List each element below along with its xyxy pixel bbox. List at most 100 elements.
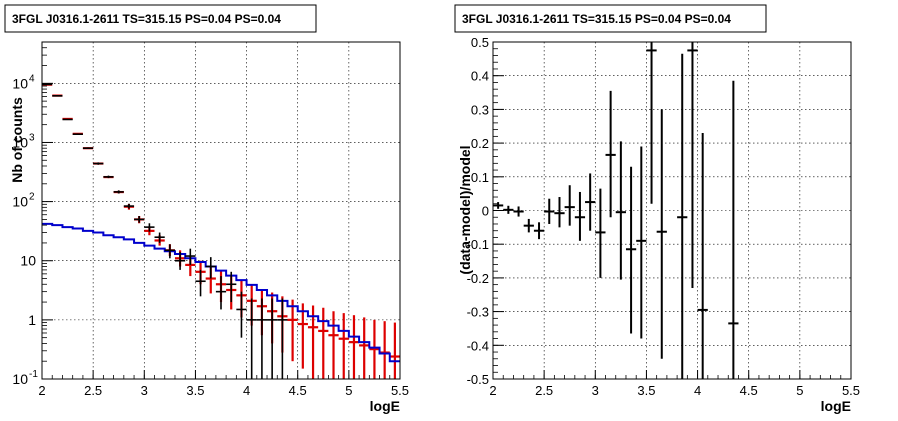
data-point	[52, 95, 63, 97]
residual-point	[533, 222, 545, 240]
data-point	[256, 298, 268, 379]
data-point	[226, 271, 237, 303]
y-tick-label: -0.3	[467, 305, 489, 320]
x-axis-label: logE	[821, 398, 851, 414]
residual-point	[605, 90, 616, 218]
model-point	[297, 303, 308, 369]
y-tick-label: 10	[12, 194, 28, 210]
x-tick-label: 3	[141, 383, 148, 398]
residual-point	[564, 185, 575, 226]
y-tick-exponent: 4	[29, 73, 35, 84]
data-point	[154, 232, 165, 243]
model-point	[318, 307, 329, 379]
data-point	[164, 244, 175, 259]
x-axis-label: logE	[370, 398, 400, 414]
y-tick-label: 0.5	[471, 35, 489, 50]
y-tick-label: 0	[482, 204, 489, 219]
source-model-line	[42, 222, 400, 363]
data-point	[134, 216, 145, 223]
model-point	[359, 317, 370, 379]
model-point	[379, 321, 390, 379]
residual-point	[687, 42, 698, 289]
residual-point	[697, 132, 708, 379]
y-tick-label: 10	[12, 134, 28, 150]
data-point	[205, 257, 216, 279]
residual-point	[636, 146, 647, 339]
residual-point	[493, 202, 504, 209]
x-tick-label: 5.5	[391, 383, 409, 398]
data-point	[277, 298, 288, 379]
residual-point	[574, 191, 586, 241]
residual-point	[544, 198, 555, 224]
y-tick-label: 1	[28, 312, 36, 328]
data-point	[174, 252, 186, 270]
model-point	[287, 299, 298, 362]
y-tick-label: 10	[12, 371, 28, 387]
data-point	[72, 133, 83, 135]
y-tick-label: -0.2	[467, 271, 489, 286]
data-point	[246, 298, 257, 379]
model-point	[348, 315, 360, 379]
residual-point	[513, 206, 524, 217]
grid	[493, 42, 851, 379]
x-tick-label: 3.5	[186, 383, 204, 398]
x-tick-label: 5	[345, 383, 352, 398]
residual-point	[656, 109, 667, 359]
y-tick-exponent: 3	[29, 132, 35, 143]
x-tick-label: 2.5	[535, 383, 553, 398]
y-tick-label: 0.3	[471, 102, 489, 117]
x-tick-label: 4.5	[740, 383, 758, 398]
y-tick-label: 0.1	[471, 170, 489, 185]
model-point	[369, 319, 380, 379]
model-point	[328, 311, 339, 379]
residual-point	[523, 218, 534, 233]
data-point	[113, 190, 124, 194]
residual-point	[625, 166, 637, 334]
data-point	[185, 248, 196, 265]
y-tick-exponent: 2	[29, 192, 35, 203]
x-tick-label: 4	[243, 383, 250, 398]
model-point	[389, 322, 400, 379]
data-point	[144, 223, 155, 232]
x-tick-label: 2	[38, 383, 45, 398]
data-point	[236, 291, 247, 338]
y-tick-exponent: -1	[29, 369, 38, 380]
residual-point	[646, 42, 657, 204]
data-point	[82, 147, 94, 150]
y-tick-label: -0.4	[467, 338, 489, 353]
residual-point	[677, 53, 688, 379]
y-tick-label: -0.1	[467, 237, 489, 252]
y-tick-label: 0.2	[471, 136, 489, 151]
model-point	[307, 305, 319, 379]
x-tick-label: 5.5	[842, 383, 860, 398]
x-tick-label: 3	[592, 383, 599, 398]
chart-title: 3FGL J0316.1-2611 TS=315.15 PS=0.04 PS=0…	[462, 12, 731, 26]
residual-point	[615, 141, 626, 280]
axes: 2 2.5 3 3.5 4 4.5 5 5.5 -0.5 -0.4 -0.3 -0.2 -0.1 0 0.1…	[467, 35, 860, 398]
plot-content	[493, 42, 739, 379]
data-point	[62, 118, 73, 121]
x-tick-label: 5	[796, 383, 803, 398]
y-tick-label: -0.5	[467, 372, 489, 387]
residual-point	[585, 173, 596, 231]
residual-point	[595, 188, 606, 278]
data-point	[195, 269, 206, 297]
plot-frame	[41, 41, 401, 380]
data-point	[215, 276, 227, 310]
x-tick-label: 2	[489, 383, 496, 398]
residual-point	[728, 80, 739, 379]
chart-title: 3FGL J0316.1-2611 TS=315.15 PS=0.04 PS=0…	[12, 12, 281, 26]
plot-content	[42, 83, 400, 379]
title-box	[454, 4, 767, 33]
title-box	[4, 4, 317, 33]
x-tick-label: 3.5	[637, 383, 655, 398]
residual-point	[503, 205, 514, 214]
residual-point	[554, 197, 565, 228]
data-point	[267, 298, 278, 379]
y-tick-label: 0.4	[471, 69, 489, 84]
y-axis-label: (data-model)/model	[457, 145, 473, 274]
data-point	[42, 83, 53, 86]
y-tick-label: 10	[12, 75, 28, 91]
model-point	[338, 313, 349, 379]
